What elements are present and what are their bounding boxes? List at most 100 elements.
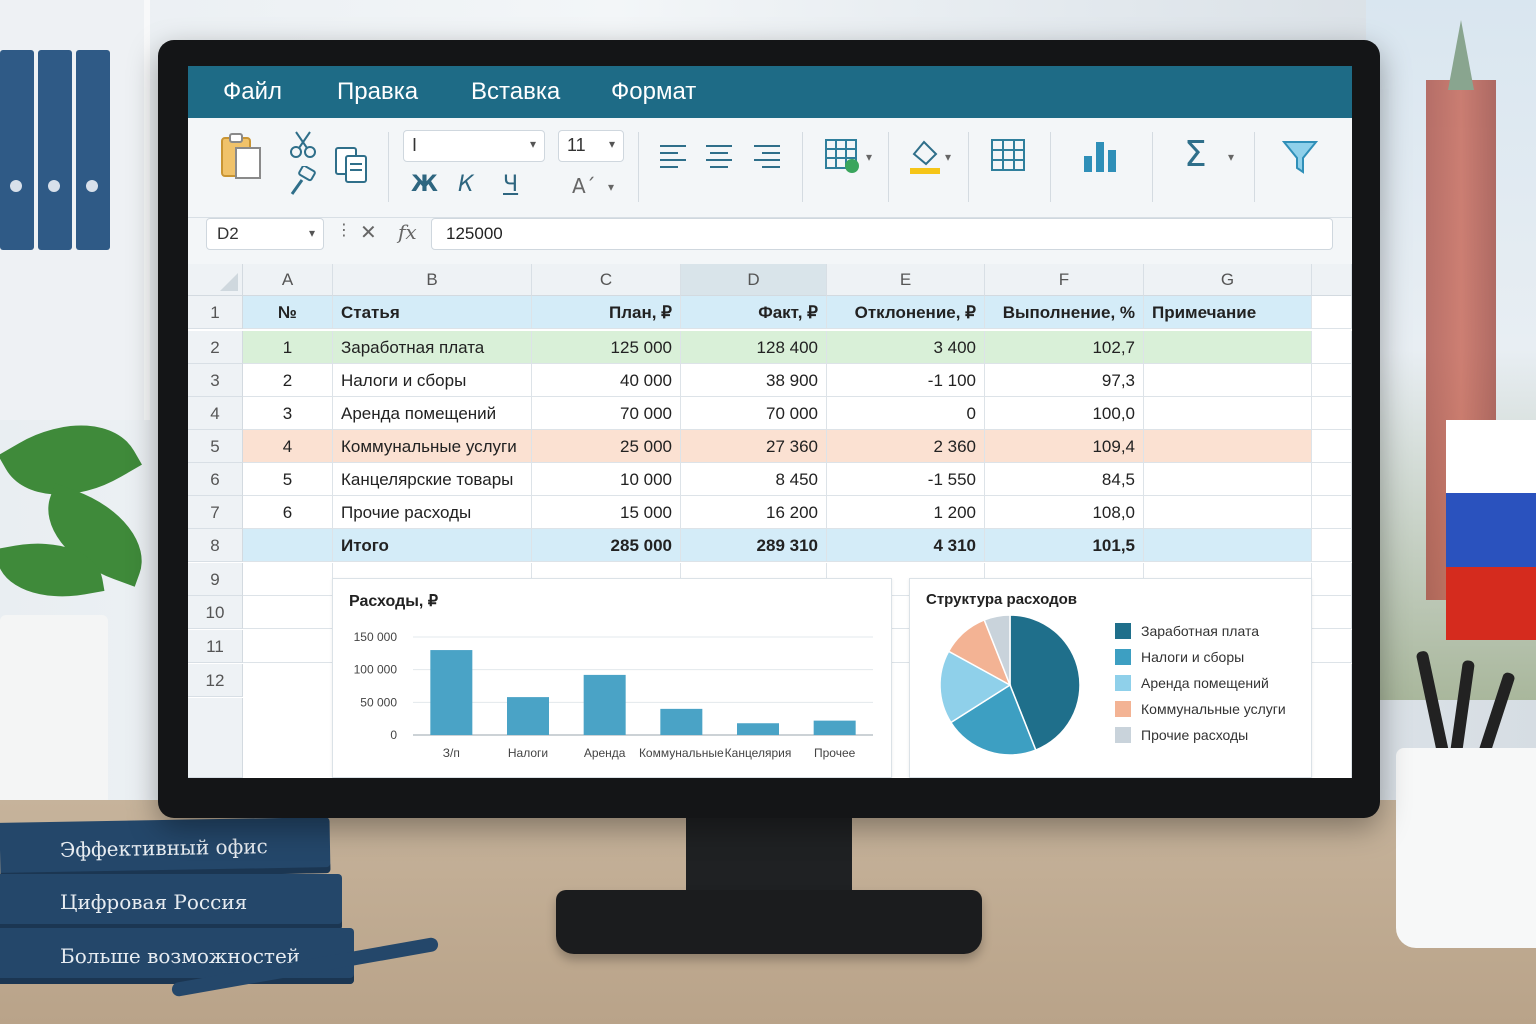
cell-f4[interactable]: 100,0 [985, 397, 1144, 430]
cell-e2[interactable]: 3 400 [827, 331, 985, 364]
row-header-10[interactable]: 10 [188, 596, 243, 629]
bold-button[interactable]: Ж [411, 172, 438, 197]
align-right-icon[interactable] [752, 142, 782, 170]
cell-f6[interactable]: 84,5 [985, 463, 1144, 496]
paste-icon[interactable] [218, 132, 264, 182]
cell-d4[interactable]: 70 000 [681, 397, 827, 430]
cell-f7[interactable]: 108,0 [985, 496, 1144, 529]
cell-b4[interactable]: Аренда помещений [333, 397, 532, 430]
bar-3[interactable] [660, 708, 703, 735]
row-header-7[interactable]: 7 [188, 496, 243, 529]
cell-b1[interactable]: Статья [333, 296, 532, 329]
cell-e1[interactable]: Отклонение, ₽ [827, 296, 985, 329]
cell-f3[interactable]: 97,3 [985, 364, 1144, 397]
row-header-4[interactable]: 4 [188, 397, 243, 430]
cell-e3[interactable]: -1 100 [827, 364, 985, 397]
more-options-icon[interactable]: ⋮ [336, 220, 352, 239]
bar-chart-panel[interactable]: Расходы, ₽ 0 50 000 100 000 150 000 З/п Налог… [332, 578, 892, 778]
column-header-c[interactable]: C [532, 264, 681, 296]
empty-cell[interactable] [243, 563, 333, 596]
cell-g5[interactable] [1144, 430, 1312, 463]
insert-chart-icon[interactable] [1082, 138, 1120, 174]
column-header-d[interactable]: D [681, 264, 827, 296]
cell-d2[interactable]: 128 400 [681, 331, 827, 364]
borders-icon[interactable] [990, 138, 1026, 172]
font-size-adjust-button[interactable]: A´ [572, 174, 596, 198]
align-center-icon[interactable] [704, 142, 734, 170]
cell-b5[interactable]: Коммунальные услуги [333, 430, 532, 463]
cell-d8[interactable]: 289 310 [681, 529, 827, 562]
pie-chart-panel[interactable]: Структура расходов Заработная плата Налог… [909, 578, 1312, 778]
menu-format[interactable]: Формат [611, 78, 697, 105]
cell-a5[interactable]: 4 [243, 430, 333, 463]
cell-e7[interactable]: 1 200 [827, 496, 985, 529]
italic-button[interactable]: К [458, 172, 474, 197]
bar-2[interactable] [583, 674, 626, 735]
empty-cell[interactable] [1312, 596, 1352, 629]
column-header-b[interactable]: B [333, 264, 532, 296]
underline-button[interactable]: Ч [503, 172, 519, 197]
font-name-select[interactable]: I ▾ [403, 130, 545, 162]
cell-f1[interactable]: Выполнение, % [985, 296, 1144, 329]
name-box[interactable]: D2 ▾ [206, 218, 324, 250]
pie-slice-0[interactable] [1009, 614, 1081, 752]
row-header-1[interactable]: 1 [188, 296, 243, 329]
cell-g1[interactable]: Примечание [1144, 296, 1312, 329]
cell-c7[interactable]: 15 000 [532, 496, 681, 529]
bar-1[interactable] [507, 697, 549, 735]
cell-c5[interactable]: 25 000 [532, 430, 681, 463]
cell-e5[interactable]: 2 360 [827, 430, 985, 463]
cell-b2[interactable]: Заработная плата [333, 331, 532, 364]
bar-0[interactable] [430, 650, 473, 735]
empty-cell[interactable] [243, 630, 333, 663]
cell-d3[interactable]: 38 900 [681, 364, 827, 397]
cell-d5[interactable]: 27 360 [681, 430, 827, 463]
align-left-icon[interactable] [658, 142, 688, 170]
cell-d1[interactable]: Факт, ₽ [681, 296, 827, 329]
cell-c3[interactable]: 40 000 [532, 364, 681, 397]
pie-slice-4[interactable] [983, 614, 1011, 686]
cell-g7[interactable] [1144, 496, 1312, 529]
cell-b3[interactable]: Налоги и сборы [333, 364, 532, 397]
chevron-down-icon[interactable]: ▾ [945, 150, 952, 164]
row-header-11[interactable]: 11 [188, 630, 243, 663]
cell-b6[interactable]: Канцелярские товары [333, 463, 532, 496]
cell-g4[interactable] [1144, 397, 1312, 430]
cell-f2[interactable]: 102,7 [985, 331, 1144, 364]
cell-e6[interactable]: -1 550 [827, 463, 985, 496]
format-painter-icon[interactable] [288, 166, 318, 196]
row-header-3[interactable]: 3 [188, 364, 243, 397]
cell-a1[interactable]: № [243, 296, 333, 329]
cell-g3[interactable] [1144, 364, 1312, 397]
column-header-f[interactable]: F [985, 264, 1144, 296]
cell-a8[interactable] [243, 529, 333, 562]
row-header-8[interactable]: 8 [188, 529, 243, 562]
cell-a3[interactable]: 2 [243, 364, 333, 397]
cell-b8[interactable]: Итого [333, 529, 532, 562]
cell-f8[interactable]: 101,5 [985, 529, 1144, 562]
cell-g8[interactable] [1144, 529, 1312, 562]
formula-input[interactable]: 125000 [431, 218, 1333, 250]
menu-file[interactable]: Файл [223, 78, 283, 105]
menu-edit[interactable]: Правка [337, 78, 419, 105]
insert-table-icon[interactable] [824, 138, 864, 176]
font-size-select[interactable]: 11 ▾ [558, 130, 624, 162]
cell-b7[interactable]: Прочие расходы [333, 496, 532, 529]
cell-e8[interactable]: 4 310 [827, 529, 985, 562]
empty-cell[interactable] [243, 664, 333, 778]
cell-e4[interactable]: 0 [827, 397, 985, 430]
empty-cell[interactable] [243, 596, 333, 629]
filter-icon[interactable] [1282, 140, 1318, 174]
chevron-down-icon[interactable]: ▾ [1228, 150, 1235, 164]
fill-color-icon[interactable] [908, 136, 942, 176]
cell-a2[interactable]: 1 [243, 331, 333, 364]
cancel-icon[interactable]: ✕ [360, 220, 377, 244]
cell-d6[interactable]: 8 450 [681, 463, 827, 496]
menu-insert[interactable]: Вставка [471, 78, 561, 105]
cell-c6[interactable]: 10 000 [532, 463, 681, 496]
pie-slice-1[interactable] [949, 683, 1037, 756]
cell-a6[interactable]: 5 [243, 463, 333, 496]
row-header-2[interactable]: 2 [188, 331, 243, 364]
cell-c2[interactable]: 125 000 [532, 331, 681, 364]
bar-4[interactable] [737, 723, 779, 735]
